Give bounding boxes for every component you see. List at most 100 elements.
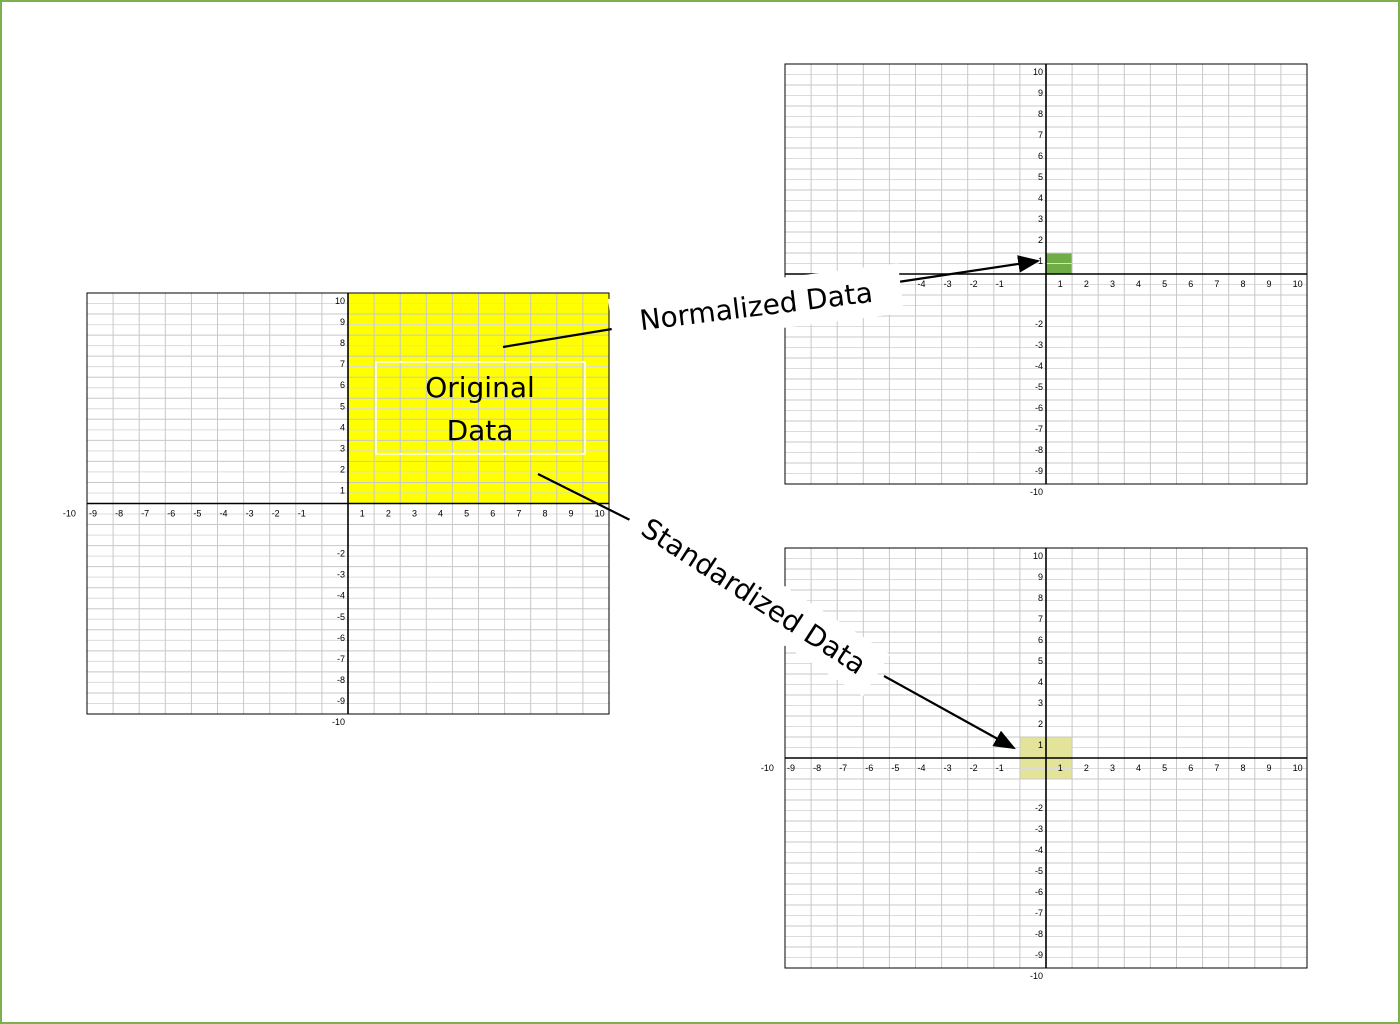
standardized-x-tick-label: 8	[1240, 763, 1245, 773]
standardized-x-tick-label: -8	[813, 763, 821, 773]
standardized-x-tick-label: 4	[1136, 763, 1141, 773]
normalized-y-tick-label: 2	[1038, 235, 1043, 245]
normalized-y-tick-label: -2	[1035, 319, 1043, 329]
standardized-x-tick-label: 1	[1058, 763, 1063, 773]
normalized-x-tick-label: 10	[1293, 279, 1303, 289]
original-x-tick-label: 2	[386, 509, 391, 519]
original-x-tick-label: -7	[141, 509, 149, 519]
normalized-y-tick-label: 6	[1038, 151, 1043, 161]
standardized-y-tick-label: 3	[1038, 698, 1043, 708]
original-y-tick-label: -3	[337, 570, 345, 580]
normalized-y-tick-label: -9	[1035, 466, 1043, 476]
normalized-x-tick-label: 1	[1058, 279, 1063, 289]
standardized-x-tick-label: -4	[918, 763, 926, 773]
normalized-y-tick-label: 10	[1033, 67, 1043, 77]
original-x-tick-label: -2	[272, 509, 280, 519]
original-x-tick-label: -1	[298, 509, 306, 519]
normalized-y-tick-label: -6	[1035, 403, 1043, 413]
normalized-connector-line	[502, 327, 613, 349]
standardized-y-tick-label: -6	[1035, 887, 1043, 897]
original-y-tick-label: 9	[340, 317, 345, 327]
normalized-x-tick-label: 8	[1240, 279, 1245, 289]
normalized-y-tick-label: -5	[1035, 382, 1043, 392]
original-x-tick-label: 7	[516, 509, 521, 519]
normalized-x-tick-label: 4	[1136, 279, 1141, 289]
standardized-y-tick-label: 7	[1038, 614, 1043, 624]
standardized-x-tick-label: -1	[996, 763, 1004, 773]
standardized-connector-line	[537, 473, 631, 521]
original-x-tick-label: -3	[246, 509, 254, 519]
normalized-y-tick-label: -3	[1035, 340, 1043, 350]
standardized-x-tick-label: 3	[1110, 763, 1115, 773]
original-y-tick-label: 1	[340, 485, 345, 495]
normalized-x-tick-label: 3	[1110, 279, 1115, 289]
standardized-x-tick-label: 7	[1214, 763, 1219, 773]
original-x-tick-label: 3	[412, 509, 417, 519]
standardized-arrow	[883, 675, 1016, 750]
standardized-label: Standardized Data	[635, 512, 872, 682]
original-y-tick-label: 3	[340, 443, 345, 453]
standardized-y-tick-label: 4	[1038, 677, 1043, 687]
normalized-x-tick-label: 7	[1214, 279, 1219, 289]
original-x-tick-label: 1	[360, 509, 365, 519]
standardized-y-tick-label: 10	[1033, 551, 1043, 561]
original-x-tick-label: 6	[490, 509, 495, 519]
normalized-x-tick-label: -1	[996, 279, 1004, 289]
standardized-x-tick-label: 2	[1084, 763, 1089, 773]
normalized-callout: Normalized Data	[608, 263, 904, 349]
original-x-tick-label: -8	[115, 509, 123, 519]
original-y-tick-label: -10	[332, 717, 345, 727]
standardized-x-tick-label: 5	[1162, 763, 1167, 773]
original-x-tick-label: 8	[542, 509, 547, 519]
normalized-y-tick-label: 9	[1038, 88, 1043, 98]
normalized-y-tick-label: -8	[1035, 445, 1043, 455]
standardized-y-tick-label: -2	[1035, 803, 1043, 813]
original-y-tick-label: 8	[340, 338, 345, 348]
normalized-y-tick-label: 3	[1038, 214, 1043, 224]
original-y-tick-label: -5	[337, 612, 345, 622]
standardized-callout: Standardized Data	[617, 495, 891, 697]
normalized-callout-box	[608, 263, 904, 349]
normalized-y-tick-label: -10	[1030, 487, 1043, 497]
original-y-tick-label: 6	[340, 380, 345, 390]
normalized-data-grid: -10 -9 -8 -7 -6 -5 -4 -3 -2 -1 1 2 3 4 5 6 7 8 9 10 10 9 8 7 6 5 4…	[761, 63, 1308, 497]
original-y-tick-label: 7	[340, 359, 345, 369]
standardized-y-tick-label: 6	[1038, 635, 1043, 645]
original-y-tick-label: 4	[340, 422, 345, 432]
standardized-y-tick-label: 5	[1038, 656, 1043, 666]
original-y-tick-label: 5	[340, 401, 345, 411]
standardized-x-tick-label: -7	[839, 763, 847, 773]
original-x-tick-label: -4	[220, 509, 228, 519]
standardized-y-tick-label: -3	[1035, 824, 1043, 834]
standardized-y-tick-label: -8	[1035, 929, 1043, 939]
normalized-y-tick-label: -7	[1035, 424, 1043, 434]
original-label-box	[375, 361, 586, 455]
original-y-tick-label: 10	[335, 296, 345, 306]
original-data-grid: -10 -9 -8 -7 -6 -5 -4 -3 -2 -1 1 2 3 4 5 6 7 8 9 10 10 9 8 7 6 5 4…	[63, 292, 610, 727]
original-x-tick-label: -6	[167, 509, 175, 519]
standardized-y-tick-label: 2	[1038, 719, 1043, 729]
original-label-line1: Original	[425, 371, 535, 404]
original-x-tick-label: -10	[63, 509, 76, 519]
normalized-x-tick-label: -2	[970, 279, 978, 289]
standardized-x-tick-label: 6	[1188, 763, 1193, 773]
original-x-tick-label: 9	[569, 509, 574, 519]
normalized-x-tick-label: 2	[1084, 279, 1089, 289]
normalized-y-tick-label: 5	[1038, 172, 1043, 182]
original-label-line2: Data	[447, 414, 514, 447]
standardized-callout-box	[617, 495, 891, 697]
original-x-tick-label: -9	[89, 509, 97, 519]
original-y-tick-label: -7	[337, 654, 345, 664]
original-y-tick-label: -4	[337, 591, 345, 601]
original-y-tick-label: -2	[337, 549, 345, 559]
original-x-tick-label: 10	[595, 509, 605, 519]
original-x-tick-label: 5	[464, 509, 469, 519]
standardized-y-tick-label: 9	[1038, 572, 1043, 582]
original-x-tick-label: 4	[438, 509, 443, 519]
standardized-x-tick-label: -3	[944, 763, 952, 773]
normalized-arrow	[897, 255, 1041, 284]
standardized-x-tick-label: -10	[761, 763, 774, 773]
standardized-y-tick-label: -9	[1035, 950, 1043, 960]
standardized-x-tick-label: -2	[970, 763, 978, 773]
